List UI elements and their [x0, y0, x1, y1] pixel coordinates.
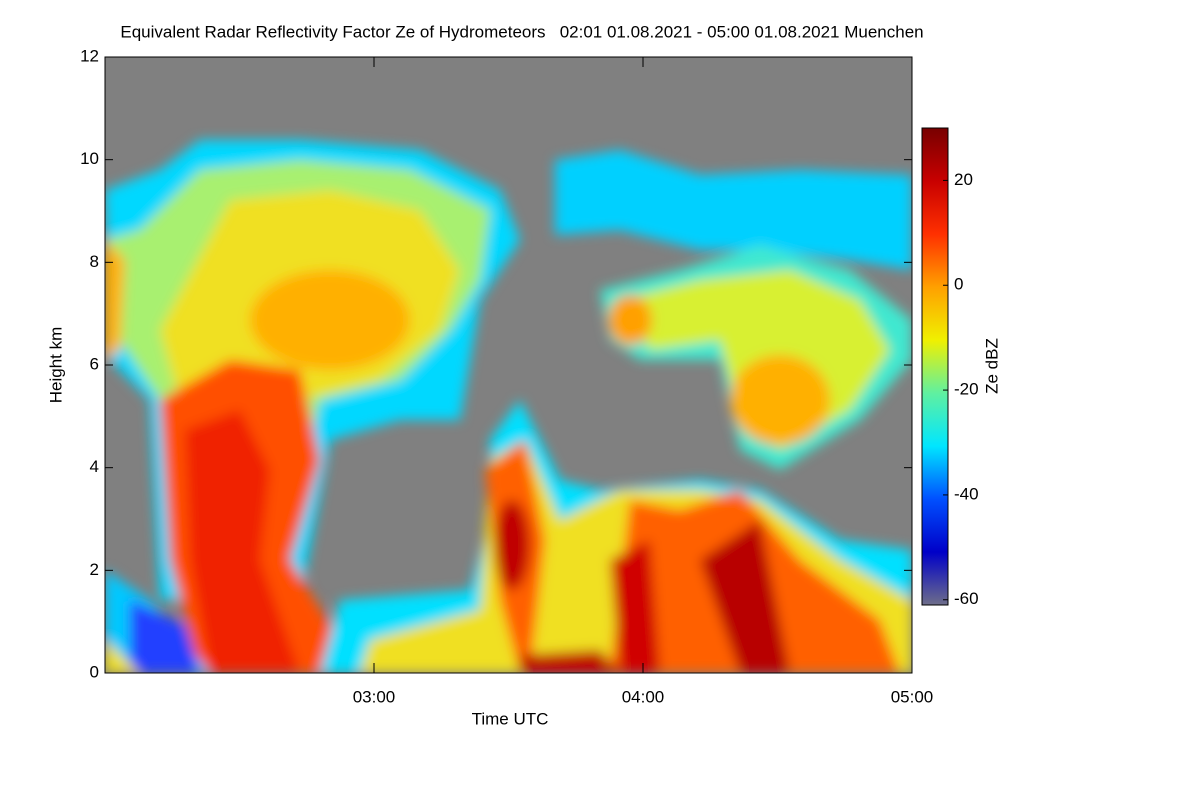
y-axis-label: Height km	[46, 327, 65, 404]
chart-title: Equivalent Radar Reflectivity Factor Ze …	[120, 22, 923, 41]
colorbar-tick-label: -40	[954, 484, 979, 503]
y-tick-label: 12	[80, 46, 99, 65]
colorbar-tick-label: 20	[954, 170, 973, 189]
colorbar	[921, 127, 949, 606]
y-tick-label: 10	[80, 149, 99, 168]
x-tick-label: 04:00	[622, 687, 665, 706]
colorbar-tick-label: -20	[954, 380, 979, 399]
y-tick-label: 6	[90, 354, 99, 373]
x-axis-label: Time UTC	[472, 709, 549, 728]
y-tick-label: 0	[90, 662, 99, 681]
colorbar-label: Ze dBZ	[982, 338, 1001, 394]
x-tick-label: 03:00	[353, 687, 396, 706]
colorbar-tick-label: -60	[954, 589, 979, 608]
y-tick-label: 2	[90, 560, 99, 579]
reflectivity-field	[105, 140, 912, 673]
y-tick-label: 8	[90, 252, 99, 271]
x-tick-label: 05:00	[891, 687, 934, 706]
colorbar-tick-label: 0	[954, 275, 963, 294]
y-tick-label: 4	[90, 457, 99, 476]
